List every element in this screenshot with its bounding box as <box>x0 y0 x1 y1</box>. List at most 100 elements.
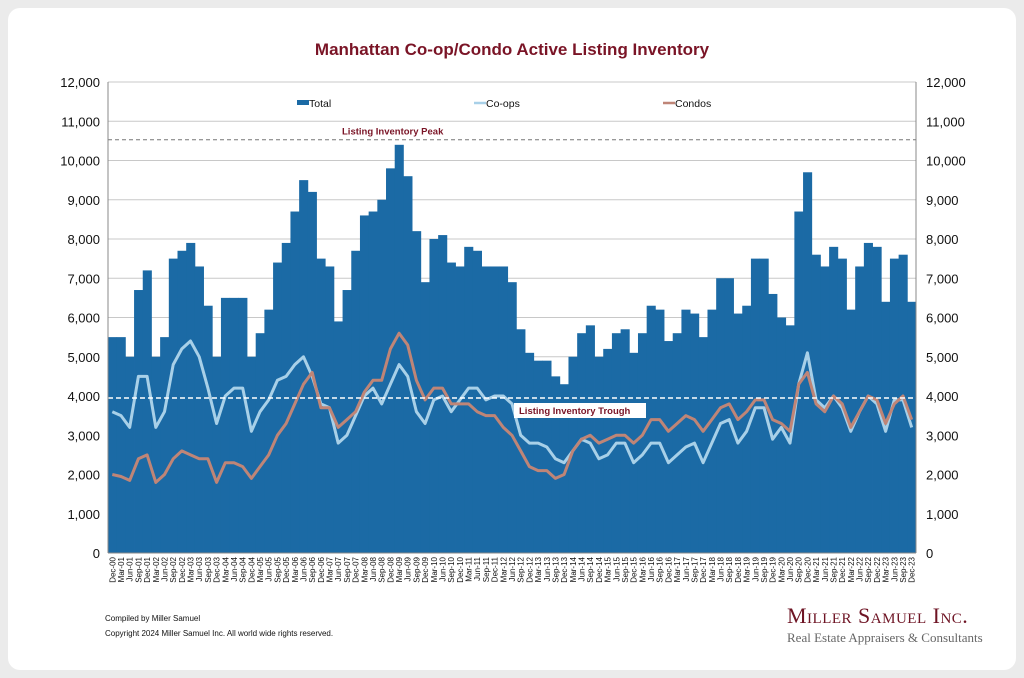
bar-total <box>585 325 595 553</box>
bar-total <box>238 297 248 553</box>
x-tick-label: Mar-02 <box>152 556 161 582</box>
y-tick-label-right: 1,000 <box>926 507 959 522</box>
line-condos <box>111 331 914 484</box>
bar-total <box>177 250 187 553</box>
bar-total <box>664 341 674 553</box>
trough-label-box <box>514 403 646 418</box>
bar-total <box>229 297 239 553</box>
legend-swatch-total <box>297 100 309 105</box>
bar-total <box>412 231 422 553</box>
bar-total <box>490 266 500 553</box>
x-tick-label: Jun-19 <box>751 556 760 581</box>
bar-total <box>646 305 656 553</box>
x-tick-label: Dec-17 <box>699 556 708 582</box>
y-tick-label-right: 0 <box>926 546 933 561</box>
y-tick-label-left: 7,000 <box>67 271 100 286</box>
bar-total <box>108 337 118 553</box>
x-tick-label: Dec-09 <box>421 556 430 582</box>
bar-total <box>776 317 787 553</box>
bar-total <box>446 262 456 553</box>
x-tick-label: Jun-08 <box>369 556 378 581</box>
series-lines <box>111 331 914 484</box>
x-tick-label: Dec-14 <box>595 556 604 582</box>
peak-label: Listing Inventory Peak <box>342 127 444 138</box>
bar-total <box>516 329 526 553</box>
bar-total <box>637 333 648 553</box>
bar-total <box>394 144 404 554</box>
bar-total <box>690 313 700 553</box>
bar-total <box>212 356 222 553</box>
x-tick-label: Jun-16 <box>647 556 656 581</box>
legend-label-condos: Condos <box>675 98 711 110</box>
y-tick-label-right: 10,000 <box>926 154 966 169</box>
x-tick-label: Sep-02 <box>169 556 178 582</box>
total-bars <box>108 144 917 554</box>
x-tick-label: Mar-10 <box>430 556 439 582</box>
x-tick-label: Sep-06 <box>308 556 317 582</box>
x-tick-label: Dec-21 <box>838 556 847 582</box>
x-tick-label: Sep-19 <box>760 556 769 582</box>
x-tick-label: Dec-01 <box>143 556 152 582</box>
bar-total <box>620 329 630 553</box>
bar-total <box>333 321 343 553</box>
x-tick-label: Jun-13 <box>543 556 552 581</box>
x-tick-label: Mar-14 <box>569 556 578 582</box>
x-tick-label: Jun-01 <box>126 556 135 581</box>
y-tick-label-right: 4,000 <box>926 389 959 404</box>
company-logo: Miller Samuel Inc. Real Estate Appraiser… <box>787 603 983 646</box>
y-tick-label-right: 12,000 <box>926 75 966 90</box>
bar-total <box>116 337 126 553</box>
bar-total <box>759 258 769 553</box>
x-tick-label: Dec-07 <box>352 556 361 582</box>
x-tick-label: Sep-21 <box>829 556 838 582</box>
x-tick-label: Mar-09 <box>395 556 404 582</box>
bar-total <box>342 290 352 553</box>
y-tick-label-left: 4,000 <box>67 389 100 404</box>
bar-total <box>507 282 517 553</box>
bar-total <box>481 266 491 553</box>
x-tick-label: Dec-12 <box>525 556 534 582</box>
x-tick-label: Mar-08 <box>360 556 369 582</box>
x-tick-label: Dec-03 <box>213 556 222 582</box>
x-tick-label: Sep-14 <box>586 556 595 582</box>
bar-total <box>420 282 430 553</box>
bar-total <box>125 356 135 553</box>
bar-total <box>594 356 604 553</box>
x-tick-label: Mar-05 <box>256 556 265 582</box>
x-tick-label: Sep-07 <box>343 556 352 582</box>
x-tick-label: Dec-00 <box>108 556 117 582</box>
bar-total <box>577 333 587 553</box>
x-tick-label: Sep-16 <box>656 556 665 582</box>
x-tick-label: Dec-15 <box>630 556 639 582</box>
y-tick-label-right: 7,000 <box>926 271 959 286</box>
x-tick-label: Dec-16 <box>664 556 673 582</box>
y-tick-label-left: 11,000 <box>61 114 100 129</box>
copyright: Copyright 2024 Miller Samuel Inc. All wo… <box>105 629 334 638</box>
bar-total <box>803 172 813 553</box>
bar-total <box>299 180 309 553</box>
x-tick-label: Mar-21 <box>812 556 821 582</box>
bar-total <box>672 333 682 553</box>
x-tick-label: Sep-09 <box>412 556 421 582</box>
y-tick-label-right: 8,000 <box>926 232 959 247</box>
bar-total <box>629 352 639 553</box>
axes: 0 0 1,000 1,000 2,000 2,000 3,000 3,000 4,000 4,0… <box>60 75 966 583</box>
x-tick-label: Dec-02 <box>178 556 187 582</box>
x-tick-label: Jun-02 <box>160 556 169 581</box>
x-tick-label: Sep-10 <box>447 556 456 582</box>
y-tick-label-left: 8,000 <box>67 232 100 247</box>
bar-total <box>151 356 161 553</box>
bar-total <box>655 309 665 553</box>
x-tick-label: Sep-18 <box>725 556 734 582</box>
bar-total <box>498 266 509 553</box>
x-tick-label: Jun-23 <box>890 556 899 581</box>
x-tick-label: Jun-05 <box>265 556 274 581</box>
bar-total <box>542 360 552 553</box>
bar-total <box>724 278 734 553</box>
bar-total <box>403 176 413 553</box>
x-tick-label: Sep-15 <box>621 556 630 582</box>
x-tick-label: Sep-05 <box>273 556 282 582</box>
bar-total <box>750 258 761 553</box>
bar-total <box>716 278 726 553</box>
